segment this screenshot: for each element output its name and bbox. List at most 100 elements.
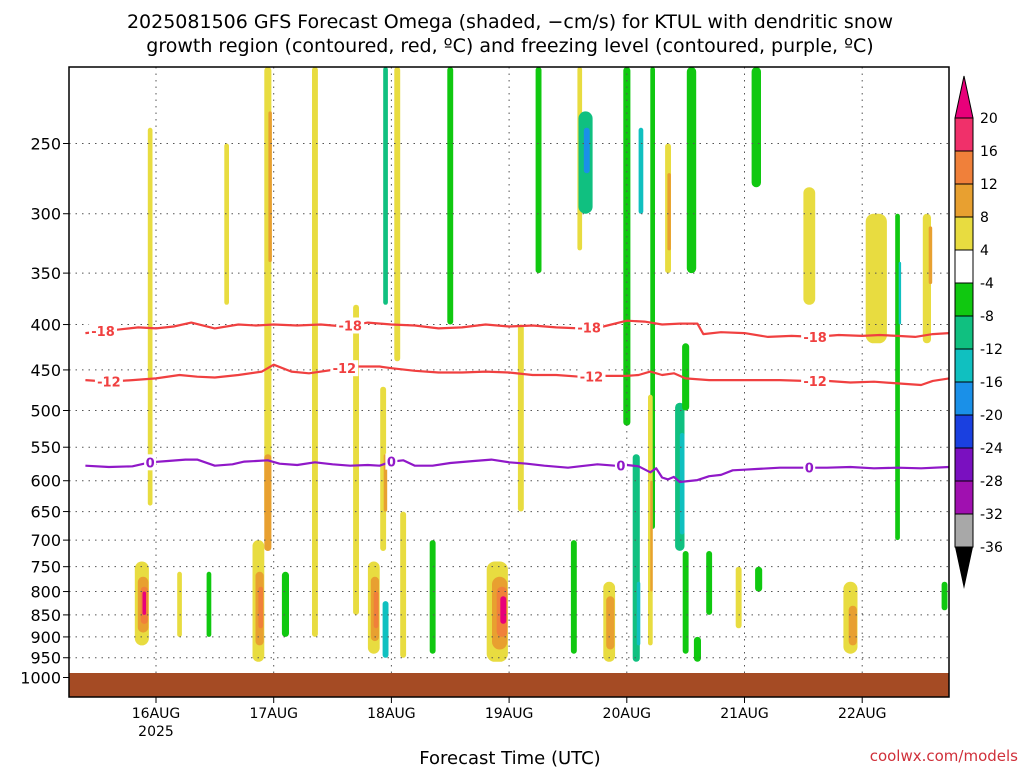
colorbar-label: -36 [980,540,1003,556]
x-tick-label: 16AUG [132,706,181,722]
omega-shading-layer [134,67,948,662]
plot-area: -18 -18 -18 -18 -12 -12 -12 -12 0 0 0 0 [68,66,950,698]
contour-label-bg [614,457,627,474]
y-tick-label: 800 [30,583,61,602]
omega-cell-32 [517,324,524,512]
y-tick-label: 400 [30,316,61,335]
omega-cell-15 [312,67,318,637]
contour-label-0: 0 [805,462,814,477]
y-tick-label: 1000 [20,669,61,688]
omega-cell-7 [224,143,229,305]
contour-label-0: 0 [387,456,396,471]
colorbar-label: -12 [980,342,1003,358]
omega-cell-24 [394,67,401,362]
omega-cell-53 [682,551,689,654]
x-tick-label: 20AUG [603,706,652,722]
y-axis: 250 300 350 400 450 500 550 600 650 700 750 800 850 9… [20,135,69,688]
omega-cell-34 [570,540,577,654]
colorbar-bin [954,381,974,416]
colorbar: 20 16 12 8 4 -4 -8 -12 -16 -20 -24 -28 -32 -36 [954,75,1003,589]
contour-label--18: -18 [338,320,362,335]
colorbar-label: 16 [980,144,998,160]
omega-cell-68 [941,581,948,611]
colorbar-bin [954,117,974,152]
omega-cell-6 [206,571,212,637]
omega-cell-58 [735,566,742,629]
colorbar-label: -28 [980,474,1003,490]
colorbar-label: -8 [980,309,994,325]
omega-cell-57 [755,566,763,592]
omega-cell-27 [447,67,454,325]
omega-cell-42 [636,581,641,646]
contour-label-bg [336,317,365,334]
colorbar-label: 20 [980,111,998,127]
contour-label-0: 0 [616,459,625,474]
contour-label-bg [577,368,606,385]
colorbar-bin [954,282,974,317]
contour-label-bg [801,328,830,345]
omega-cell-4 [147,127,153,506]
y-tick-label: 750 [30,558,61,577]
contour-label-bg [330,360,359,377]
x-axis-title: Forecast Time (UTC) [419,748,600,768]
x-tick-sublabel: 2025 [138,724,174,740]
omega-cell-55 [693,636,701,662]
colorbar-label: -20 [980,408,1003,424]
omega-cell-3 [142,591,146,615]
x-axis: 16AUG 2025 17AUG 18AUG 19AUG 20AUG 21AUG 22AUG [132,697,886,740]
omega-cell-12 [258,586,264,629]
omega-cell-37 [583,127,590,174]
omega-cell-14 [281,571,289,637]
y-tick-label: 550 [30,438,61,457]
colorbar-top-arrow [954,75,974,119]
colorbar-bin [954,216,974,251]
contour-label--18: -18 [803,331,827,346]
colorbar-label: -32 [980,507,1003,523]
omega-cell-67 [928,226,933,284]
credit-link[interactable]: coolwx.com/models [870,747,1018,765]
ground-below-surface [69,673,949,697]
contour-label-bg [385,453,398,470]
contour-label--18: -18 [91,325,115,340]
contour-label-bg [575,319,604,336]
y-tick-label: 850 [30,606,61,625]
y-tick-label: 950 [30,649,61,668]
colorbar-label: 4 [980,243,989,259]
omega-cell-63 [865,213,887,344]
x-tick-label: 18AUG [367,706,416,722]
contour-label--12: -12 [333,362,357,377]
omega-cell-43 [638,127,644,214]
contour-label-bg [144,454,157,471]
contour-label-bg [803,459,816,476]
omega-cell-40 [623,67,631,426]
omega-cell-31 [500,596,507,624]
contour-label--12: -12 [580,370,604,385]
omega-cell-50 [679,432,685,535]
y-tick-label: 500 [30,402,61,421]
omega-cell-25 [400,511,407,658]
y-tick-label: 900 [30,628,61,647]
contour-label--12: -12 [803,375,827,390]
omega-cell-22 [382,601,389,658]
colorbar-bin [954,348,974,383]
contour-label-bg [94,373,123,390]
chart-title-line-2: growth region (contoured, red, ºC) and f… [146,35,873,57]
omega-cell-19 [373,591,379,629]
grid-layer [69,67,949,697]
y-tick-label: 650 [30,503,61,522]
colorbar-bin [954,447,974,482]
chart-title-line-1: 2025081506 GFS Forecast Omega (shaded, −… [127,11,893,33]
contour-layer: -18 -18 -18 -18 -12 -12 -12 -12 0 0 0 0 [85,317,950,484]
colorbar-label: -24 [980,441,1003,457]
contour-line-0 [85,458,950,484]
contour-label--12: -12 [97,376,121,391]
colorbar-bin [954,513,974,548]
omega-cell-5 [177,571,182,637]
y-tick-label: 250 [30,135,61,154]
omega-cell-56 [751,67,761,188]
y-tick-label: 350 [30,264,61,283]
colorbar-bin [954,315,974,350]
omega-cell-9 [268,111,272,263]
omega-cell-51 [682,343,690,411]
